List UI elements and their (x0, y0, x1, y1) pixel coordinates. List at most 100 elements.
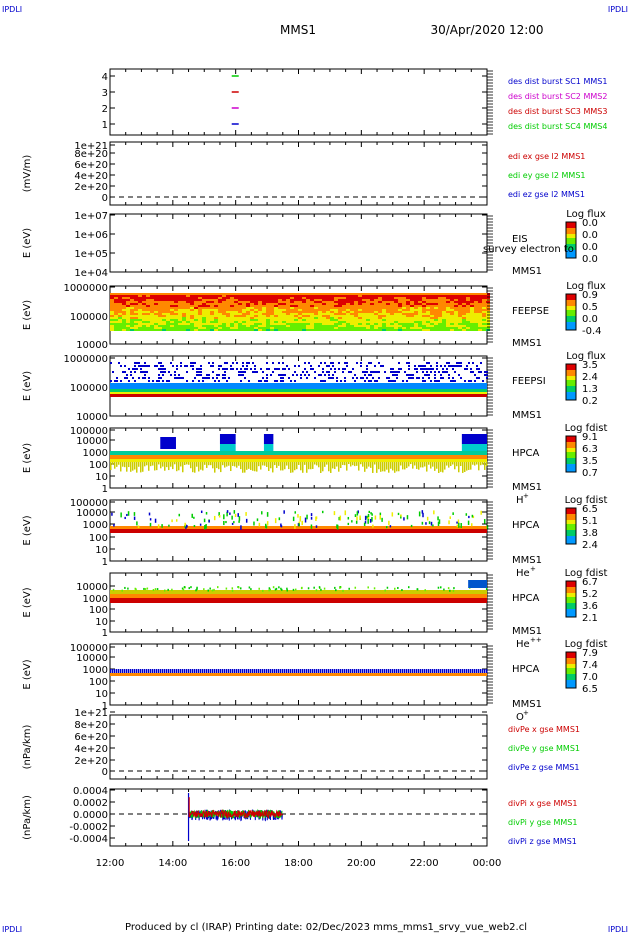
heatmap-cell (446, 311, 450, 313)
heatmap-cell (418, 307, 422, 309)
heatmap-cell (194, 309, 198, 311)
heatmap-cell (290, 327, 294, 329)
colorbar-segment (566, 468, 576, 471)
heatmap-cell (322, 669, 324, 676)
heatmap-cell (138, 297, 142, 299)
heatmap-cell (126, 305, 130, 307)
heatmap-cell (378, 669, 380, 674)
heatmap-cell (326, 669, 328, 676)
heatmap-cell (454, 462, 456, 470)
heatmap-cell (114, 325, 118, 327)
heatmap-cell (266, 299, 270, 301)
heatmap-cell (122, 371, 124, 373)
heatmap-cell (294, 371, 296, 373)
heatmap-cell (266, 319, 270, 321)
heatmap-cell (126, 301, 130, 303)
heatmap-cell (438, 325, 442, 327)
heatmap-cell (254, 311, 258, 313)
heatmap-cell (367, 518, 369, 524)
heatmap-cell (382, 309, 386, 311)
y-tick-label: 1000 (83, 448, 108, 459)
heatmap-cell (344, 510, 347, 516)
heatmap-cell (478, 462, 480, 471)
heatmap-cell (362, 303, 366, 305)
heatmap-cell (346, 299, 350, 301)
heatmap-cell (406, 311, 410, 313)
heatmap-cell (174, 319, 178, 321)
heatmap-cell (158, 313, 162, 315)
heatmap-cell (150, 669, 152, 676)
heatmap-cell (282, 309, 286, 311)
heatmap-cell (426, 329, 430, 331)
heatmap-cell (414, 462, 416, 466)
heatmap-cell (143, 587, 145, 590)
heatmap-cell (290, 319, 294, 321)
heatmap-cell (166, 309, 170, 311)
heatmap-cell (396, 371, 398, 373)
heatmap-cell (252, 462, 254, 471)
heatmap-cell (182, 325, 186, 327)
heatmap-cell (213, 588, 215, 591)
heatmap-cell (302, 299, 306, 301)
heatmap-cell (342, 295, 346, 297)
heatmap-cell (122, 305, 126, 307)
heatmap-cell (234, 319, 238, 321)
heatmap-cell (188, 587, 190, 590)
heatmap-cell (430, 323, 434, 325)
heatmap-cell (336, 377, 338, 379)
heatmap-cell (454, 301, 458, 303)
heatmap-cell (110, 299, 114, 301)
heatmap-cell (260, 380, 262, 382)
heatmap-cell (254, 329, 258, 331)
heatmap-cell (426, 301, 430, 303)
heatmap-cell (416, 371, 418, 373)
heatmap-cell (122, 307, 126, 309)
heatmap-cell (302, 669, 304, 674)
heatmap-cell (418, 323, 422, 325)
heatmap-cell (290, 311, 294, 313)
colorbar-segment (566, 601, 576, 604)
heatmap-cell (216, 377, 218, 379)
heatmap-cell (310, 325, 314, 327)
heatmap-cell (298, 319, 302, 321)
heatmap-cell (434, 315, 438, 317)
heatmap-cell (178, 301, 182, 303)
colorbar-tick-label: 3.8 (582, 528, 598, 539)
heatmap-cell (150, 315, 154, 317)
heatmap-cell (438, 329, 442, 331)
heatmap-cell (214, 669, 216, 674)
y-axis-label: (nPa/km) (22, 795, 33, 840)
heatmap-cell (410, 295, 414, 297)
heatmap-cell (294, 524, 296, 529)
heatmap-cell (306, 327, 310, 329)
heatmap-cell (355, 520, 358, 524)
colorbar-segment (566, 366, 576, 369)
heatmap-cell (458, 299, 462, 301)
heatmap-cell (390, 295, 394, 297)
heatmap-cell (462, 297, 466, 299)
heatmap-cell (178, 311, 182, 313)
heatmap-cell (370, 319, 374, 321)
heatmap-cell (118, 323, 122, 325)
colorbar-segment (566, 540, 576, 543)
heatmap-cell (222, 374, 224, 376)
heatmap-cell (474, 380, 476, 382)
heatmap-cell (198, 368, 200, 370)
heatmap-cell (202, 317, 206, 319)
charge-label: + (523, 492, 529, 500)
heatmap-cell (254, 321, 258, 323)
heatmap-cell (370, 380, 372, 382)
heatmap-cell (410, 311, 414, 313)
heatmap-cell (402, 323, 406, 325)
heatmap-cell (438, 303, 442, 305)
heatmap-cell (231, 587, 234, 590)
heatmap-cell (332, 377, 334, 379)
colorbar-segment (566, 587, 576, 590)
heatmap-cell (440, 377, 442, 379)
heatmap-cell (150, 307, 154, 309)
heatmap-cell (366, 377, 368, 379)
heatmap-cell (314, 309, 318, 311)
heatmap-cell (426, 311, 430, 313)
heatmap-cell (258, 669, 260, 675)
heatmap-cell (362, 329, 366, 331)
